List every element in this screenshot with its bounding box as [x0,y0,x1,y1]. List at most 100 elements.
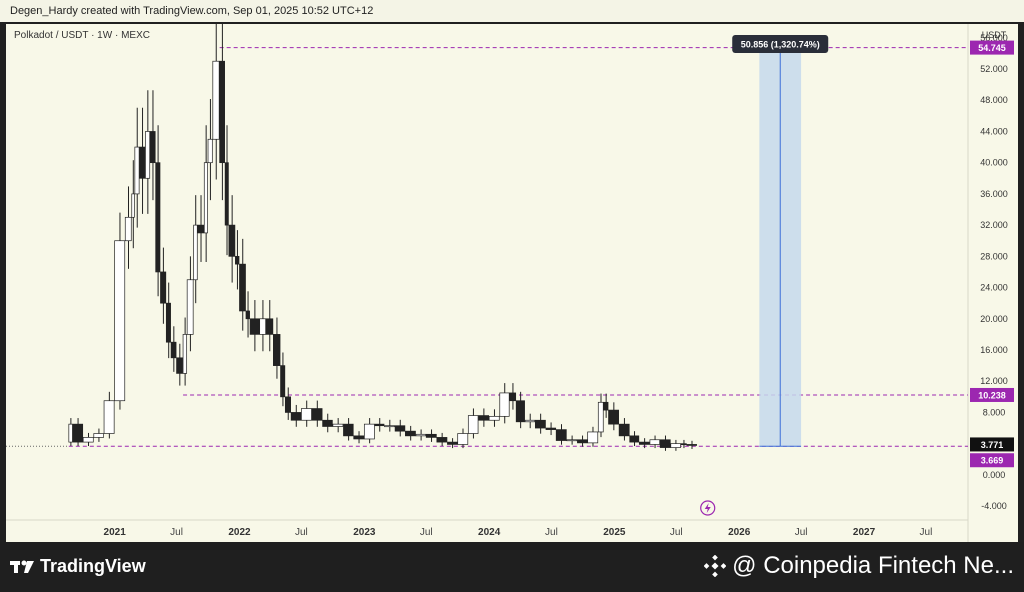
candle-body [587,431,599,444]
y-tick-label: 0.000 [983,470,1006,480]
candle-body [290,412,302,421]
event-icon[interactable] [700,500,716,516]
candle-body [638,441,650,445]
tradingview-logo[interactable]: TradingView [10,556,146,577]
candle-body [555,429,567,441]
candle-body [203,162,208,234]
candle-body [165,302,171,343]
candle-body [235,255,240,265]
candle-body [343,423,354,437]
candle-body [436,437,448,443]
candle-body [68,423,73,443]
candle-body [193,224,198,281]
x-tick-label: Jul [295,527,308,538]
candle-body [534,419,546,429]
watermark-text: @ Coinpedia Fintech Ne... [732,552,1014,579]
candle-body [394,425,406,432]
candle-body [265,318,274,335]
x-tick-label: 2026 [728,527,751,538]
y-tick-label: 36.000 [980,189,1008,199]
candle-body [273,334,281,366]
y-tick-label: 24.000 [980,283,1008,293]
candle-body [670,443,681,448]
x-tick-label: 2027 [853,527,876,538]
x-tick-label: Jul [920,527,933,538]
candle-body [82,437,94,443]
candle-body [131,193,135,218]
candle-body [608,409,619,425]
symbol-label[interactable]: Polkadot / USDT · 1W · MEXC [14,30,150,41]
candle-body [186,279,194,335]
y-tick-label: 32.000 [980,220,1008,230]
candle-body [182,334,188,374]
candle-body [680,443,687,446]
y-tick-label: 16.000 [980,345,1008,355]
candle-body [322,419,333,427]
candle-body [245,310,250,320]
level-price-tag [970,387,1014,402]
candle-body [415,433,427,437]
candle-body [224,162,229,226]
candle-body [425,433,437,438]
y-tick-label: 56.000 [980,33,1008,43]
candle-body [384,425,395,428]
x-tick-label: Jul [545,527,558,538]
y-tick-label: 52.000 [980,64,1008,74]
candle-body [124,216,132,242]
candle-body [577,439,588,444]
candle-body [145,131,151,179]
currency-label: USDT [982,30,1007,40]
tradingview-icon [10,560,34,573]
x-tick-label: 2025 [603,527,626,538]
candle-body [93,433,104,438]
tradingview-text: TradingView [40,556,146,576]
binance-icon [704,555,727,577]
candle-body [659,439,671,448]
candle-body [249,318,260,335]
last-price-label: 3.771 [981,440,1004,450]
x-tick-label: Jul [795,527,808,538]
last-price-tag [970,437,1014,452]
candle-body [72,423,84,443]
y-tick-label: 28.000 [980,251,1008,261]
candle-body [524,419,536,423]
candle-body [509,392,517,402]
level-price-label: 54.745 [978,43,1006,53]
credit-bar: Degen_Hardy created with TradingView.com… [0,0,1024,22]
x-tick-label: Jul [420,527,433,538]
candle-body [259,318,267,335]
y-tick-label: -4.000 [981,501,1007,511]
candle-body [212,60,220,140]
candle-body [649,439,661,445]
candle-body [311,408,323,421]
candle-body [280,365,286,398]
credit-text: Degen_Hardy created with TradingView.com… [10,5,374,17]
candle-body [155,162,161,273]
candle-body [114,240,126,402]
candle-body [545,427,557,430]
candle-body [488,415,500,421]
x-tick-label: 2021 [104,527,127,538]
y-tick-label: 40.000 [980,158,1008,168]
candle-body [176,357,183,374]
candle-body [405,430,416,437]
candle-body [618,423,630,437]
candle-body [207,138,213,164]
x-tick-label: 2023 [353,527,376,538]
y-tick-label: 8.000 [983,407,1006,417]
candle-body [603,401,609,411]
candle-body [686,444,697,446]
candle-body [457,433,469,445]
candle-body [499,392,510,417]
footer-bar: TradingView @ Coinpedia Fintech Ne... [0,542,1024,592]
chart-area[interactable]: USDT 56.000 52.000 48.000 44.000 40.000 36.000… [6,24,1018,542]
candle-body [228,224,236,257]
measure-label: 50.856 (1,320.74%) [741,40,820,50]
candle-body [467,415,479,434]
candle-body [447,441,458,445]
y-tick-label: 20.000 [980,314,1008,324]
candle-body [197,224,205,234]
level-price-tag [970,453,1014,468]
lightning-icon [704,503,711,513]
